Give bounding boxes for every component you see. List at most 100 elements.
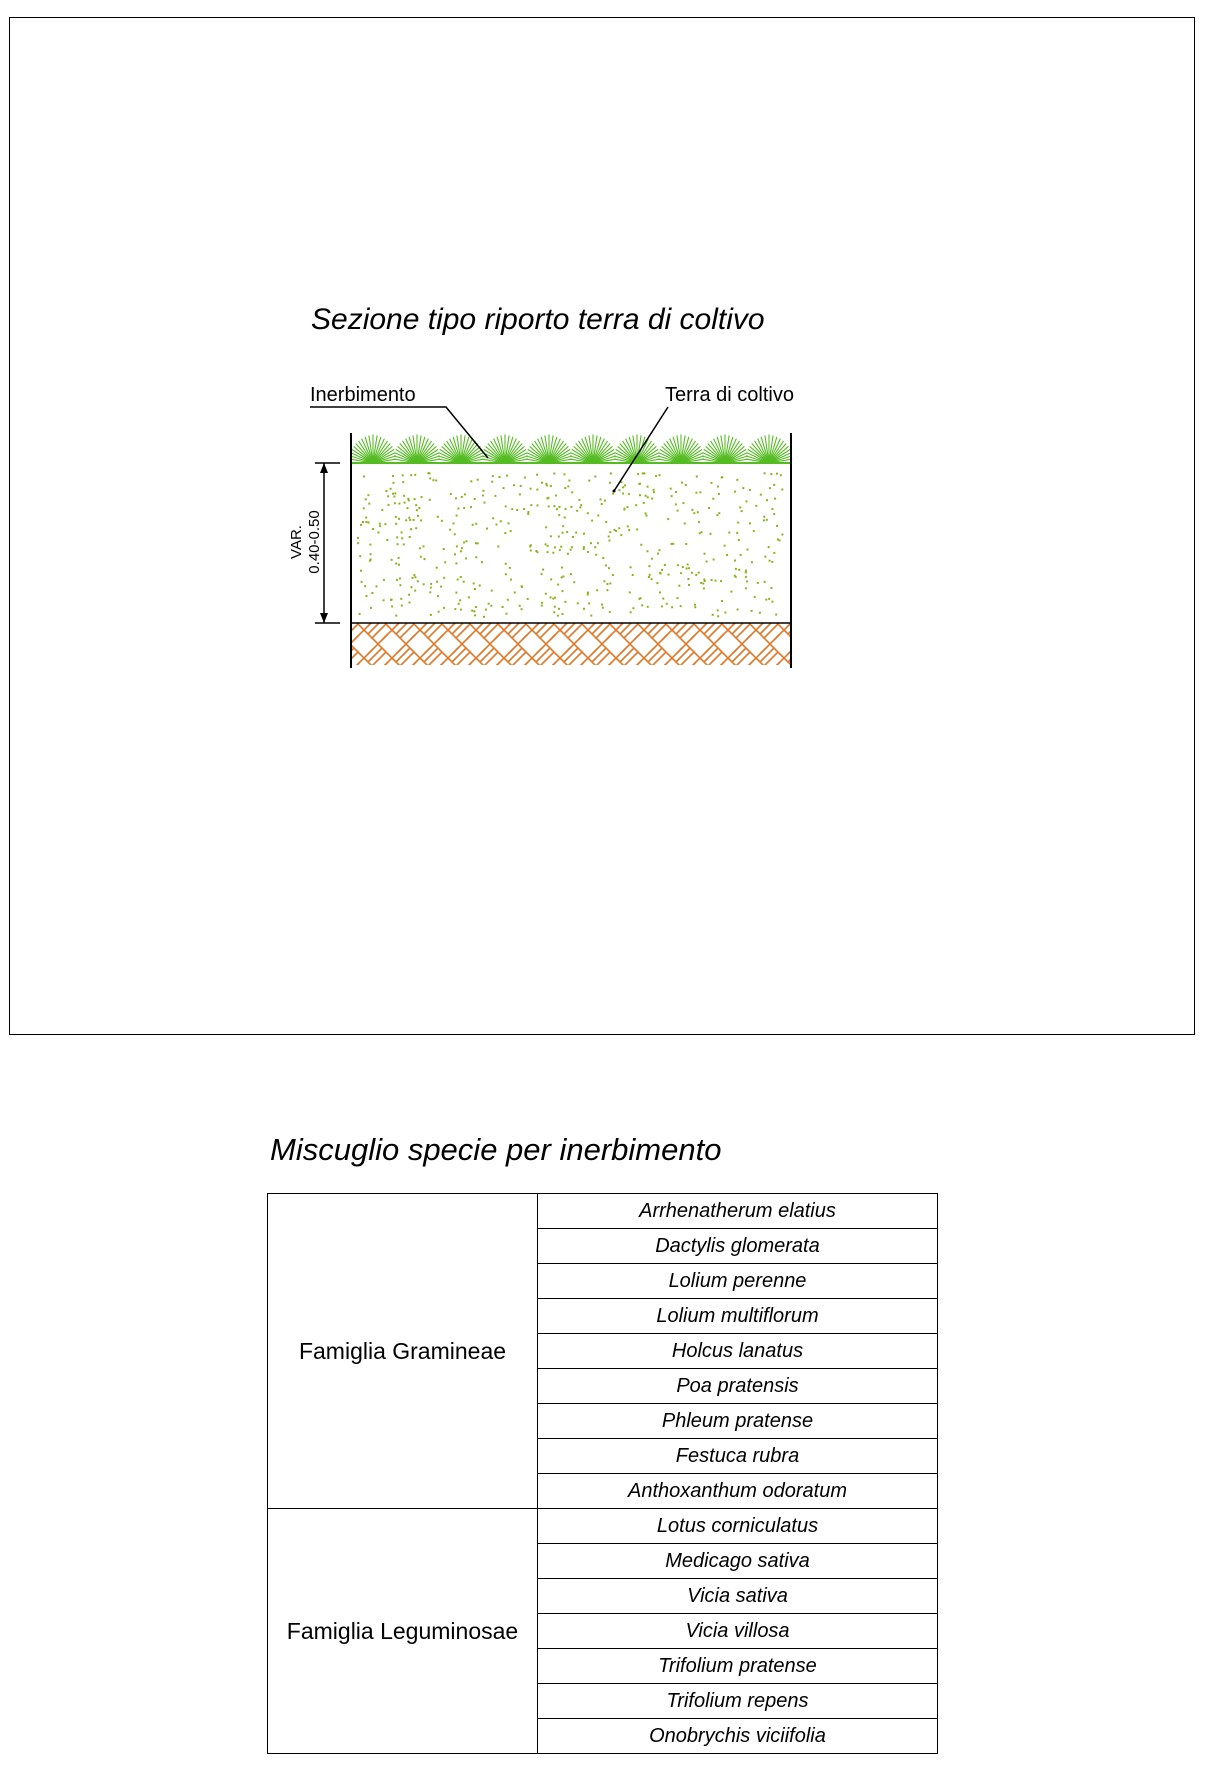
- soil-dot: [473, 498, 476, 500]
- soil-dot: [566, 552, 569, 555]
- soil-dot: [549, 596, 552, 599]
- soil-dot: [408, 536, 411, 538]
- soil-dot: [586, 551, 589, 553]
- table-row: Onobrychis viciifolia: [268, 1718, 938, 1754]
- soil-dot: [674, 503, 677, 506]
- soil-dot: [547, 496, 550, 499]
- soil-dot: [694, 603, 696, 606]
- soil-dot: [436, 595, 439, 598]
- label-inerbimento: Inerbimento: [310, 384, 416, 406]
- soil-dot: [703, 578, 706, 581]
- soil-dot: [597, 514, 600, 517]
- soil-dot: [541, 601, 544, 604]
- soil-dot: [360, 523, 362, 526]
- soil-dot: [694, 606, 697, 609]
- soil-dot: [781, 488, 784, 491]
- soil-dot: [413, 574, 416, 577]
- soil-dot: [362, 507, 365, 510]
- soil-dot: [739, 506, 742, 509]
- soil-dot: [744, 571, 747, 574]
- soil-dot: [516, 509, 519, 511]
- soil-dot: [413, 498, 416, 501]
- soil-dot: [527, 511, 530, 513]
- soil-dot: [644, 494, 647, 497]
- soil-dot: [509, 578, 512, 581]
- soil-dot: [678, 584, 681, 587]
- soil-dot: [776, 538, 779, 541]
- soil-dot: [513, 591, 516, 594]
- soil-dot: [690, 571, 693, 574]
- soil-dot: [710, 481, 713, 484]
- soil-dot: [375, 585, 378, 588]
- soil-dot: [454, 553, 456, 556]
- soil-dot: [608, 539, 611, 542]
- soil-dot: [536, 504, 539, 507]
- soil-dot: [696, 511, 699, 514]
- soil-dot: [386, 539, 389, 541]
- soil-dot: [513, 484, 515, 487]
- soil-dot: [491, 480, 494, 483]
- soil-dot: [632, 607, 635, 610]
- soil-dot: [663, 564, 666, 566]
- soil-dot: [536, 551, 539, 554]
- soil-dot: [519, 485, 522, 487]
- soil-dot: [490, 589, 493, 592]
- soil-dot: [529, 549, 532, 552]
- soil-dot: [639, 494, 641, 497]
- soil-dot: [395, 614, 398, 617]
- soil-dot: [700, 581, 703, 584]
- soil-dot: [553, 472, 556, 475]
- soil-dot: [687, 578, 690, 580]
- soil-dot: [465, 540, 468, 543]
- soil-dot: [748, 488, 751, 491]
- species-name-cell: Phleum pratense: [537, 1403, 938, 1439]
- soil-dot: [552, 551, 555, 554]
- mix-title: Miscuglio specie per inerbimento: [270, 1132, 722, 1167]
- soil-dot: [648, 573, 651, 576]
- soil-dot: [744, 575, 747, 578]
- soil-dot: [716, 514, 719, 517]
- soil-dot: [591, 519, 594, 522]
- soil-dot: [642, 501, 645, 504]
- soil-dot: [385, 490, 388, 492]
- soil-dot: [553, 605, 556, 608]
- soil-dot: [558, 549, 561, 552]
- soil-dot: [603, 580, 606, 583]
- soil-dot: [481, 561, 483, 564]
- soil-dot: [462, 580, 465, 583]
- soil-dot: [505, 612, 508, 615]
- soil-dot: [473, 610, 476, 613]
- soil-dot: [629, 611, 632, 614]
- soil-dot: [650, 578, 653, 581]
- soil-dot: [676, 564, 679, 567]
- species-name-cell: Arrhenatherum elatius: [537, 1193, 938, 1229]
- soil-dot: [460, 495, 463, 498]
- dimension-label-range: 0.40-0.50: [306, 510, 323, 573]
- species-name-cell: Medicago sativa: [537, 1543, 938, 1579]
- soil-dot: [562, 575, 565, 578]
- soil-dot: [382, 599, 385, 602]
- soil-dot: [669, 487, 672, 490]
- soil-dot: [650, 557, 653, 560]
- soil-dot: [475, 542, 477, 545]
- species-name-cell: Poa pratensis: [537, 1368, 938, 1404]
- table-row: Poa pratensis: [268, 1368, 938, 1404]
- soil-dot: [475, 556, 478, 559]
- soil-dot: [613, 528, 616, 531]
- soil-dot: [564, 600, 567, 603]
- table-row: Trifolium pratense: [268, 1648, 938, 1684]
- soil-dot: [396, 536, 399, 539]
- soil-dot: [492, 517, 495, 520]
- soil-dot: [773, 483, 776, 486]
- species-name-cell: Vicia villosa: [537, 1613, 938, 1649]
- soil-dot: [471, 609, 474, 612]
- soil-dot: [717, 493, 720, 495]
- soil-dot: [481, 494, 484, 497]
- soil-dot: [601, 606, 604, 609]
- soil-dot: [609, 531, 612, 534]
- soil-dot: [459, 608, 462, 611]
- soil-dot: [639, 597, 642, 600]
- soil-dot: [530, 504, 533, 507]
- soil-dot: [359, 555, 362, 558]
- soil-dot: [726, 554, 729, 556]
